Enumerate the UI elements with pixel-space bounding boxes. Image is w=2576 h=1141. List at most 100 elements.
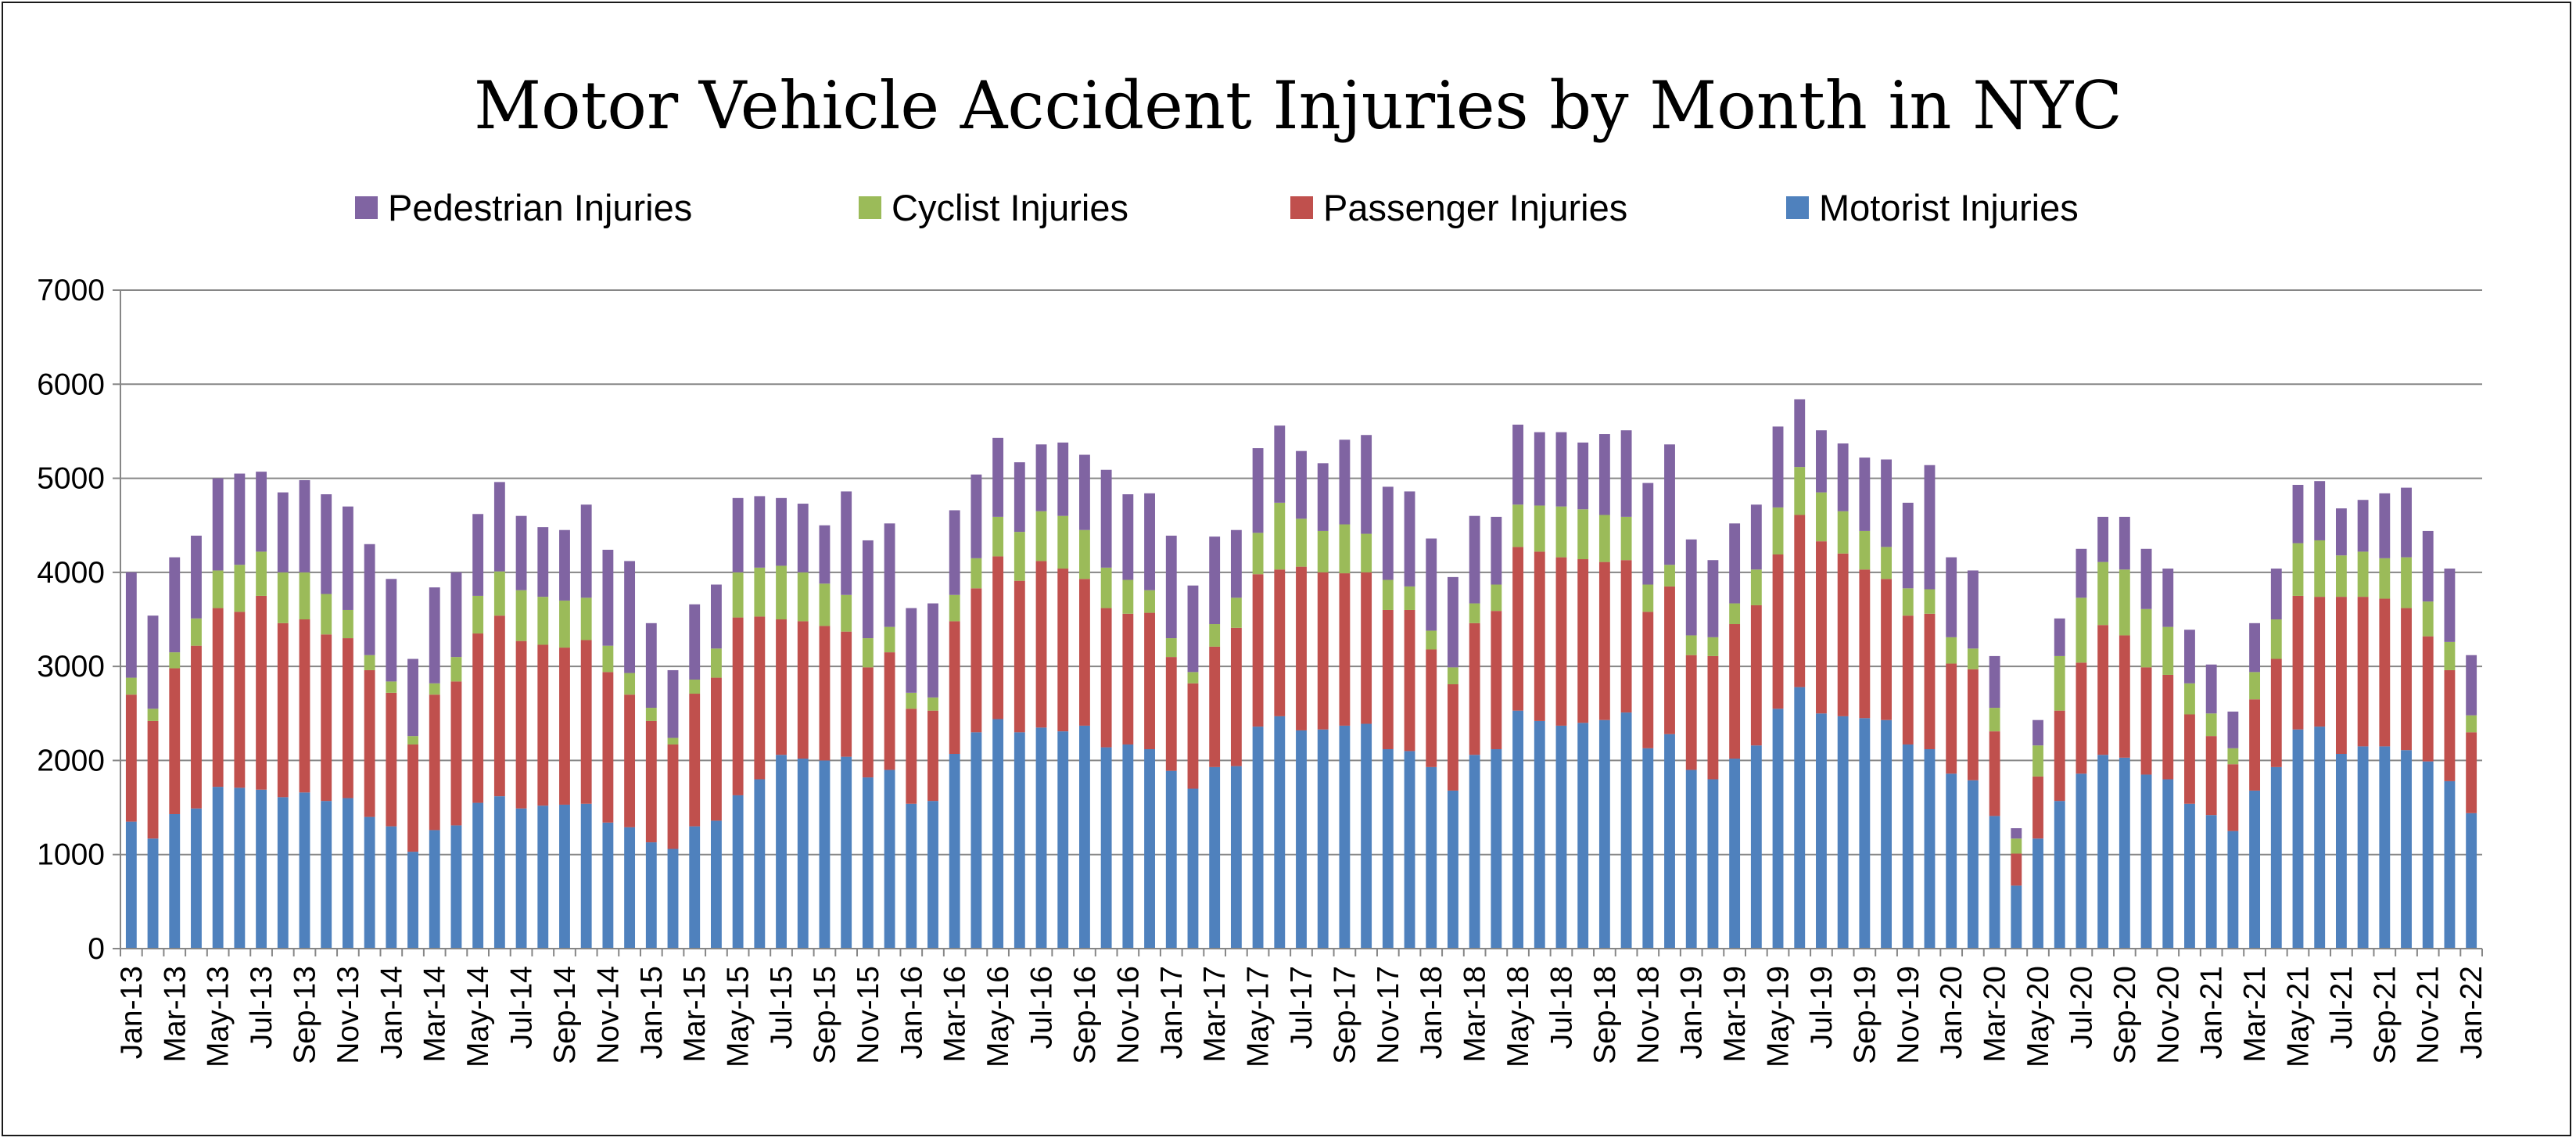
bar-segment-pedestrian [732, 497, 744, 572]
x-tick-label: Nov-13 [332, 966, 365, 1064]
bar-segment-pedestrian [2076, 548, 2087, 598]
bar-segment-passenger [1707, 655, 1719, 780]
bar-segment-cyclist [624, 673, 636, 695]
legend-swatch-pedestrian [355, 196, 378, 219]
bar-segment-pedestrian [537, 527, 549, 597]
bar-segment-passenger [2335, 597, 2347, 755]
bar-segment-motorist [1491, 748, 1502, 949]
bar-segment-passenger [147, 720, 159, 839]
bar-segment-pedestrian [1274, 425, 1286, 503]
bar-segment-passenger [386, 692, 397, 827]
bar-segment-motorist [1989, 816, 2000, 949]
bar-segment-motorist [321, 801, 332, 949]
bar-segment-passenger [2314, 597, 2326, 727]
bar-segment-pedestrian [1230, 529, 1242, 598]
bar-segment-cyclist [776, 565, 787, 619]
bar-segment-motorist [927, 801, 938, 949]
bar-segment-cyclist [732, 572, 744, 618]
bar-segment-pedestrian [191, 535, 202, 619]
bar-segment-motorist [1859, 718, 1871, 949]
bar-segment-passenger [1946, 663, 1957, 774]
bar-segment-cyclist [884, 626, 895, 653]
bar-segment-motorist [1750, 745, 1762, 949]
bar-segment-pedestrian [667, 669, 679, 738]
bar-segment-pedestrian [1079, 454, 1090, 530]
bar-segment-passenger [732, 617, 744, 795]
bar-segment-cyclist [1426, 630, 1437, 650]
bar-segment-pedestrian [841, 491, 852, 595]
bar-segment-cyclist [1209, 624, 1221, 647]
bar-segment-motorist [1685, 770, 1697, 949]
bar-segment-pedestrian [256, 472, 267, 552]
x-tick-label: Sep-17 [1328, 966, 1362, 1064]
bar-segment-passenger [342, 638, 353, 798]
bar-segment-pedestrian [2119, 516, 2130, 570]
bar-segment-passenger [1859, 569, 1871, 719]
bar-segment-passenger [1014, 580, 1025, 733]
bar-segment-pedestrian [2357, 500, 2369, 552]
bar-segment-pedestrian [970, 474, 982, 558]
x-tick-label: Jul-14 [505, 966, 539, 1049]
bar-segment-passenger [364, 669, 375, 817]
bar-segment-motorist [191, 808, 202, 949]
bar-segment-motorist [797, 759, 809, 949]
bar-segment-cyclist [1837, 511, 1849, 554]
bar-segment-passenger [949, 621, 960, 755]
bar-segment-passenger [2076, 662, 2087, 774]
x-tick-label: Jul-16 [1025, 966, 1059, 1049]
bar-segment-motorist [277, 797, 289, 949]
bar-segment-pedestrian [1035, 444, 1047, 511]
bar-segment-cyclist [342, 609, 353, 639]
x-tick-label: Sep-18 [1588, 966, 1622, 1064]
bar-segment-pedestrian [1642, 483, 1654, 585]
legend-label-motorist: Motorist Injuries [1819, 187, 2079, 228]
bar-segment-pedestrian [2444, 569, 2456, 642]
bar-segment-cyclist [1555, 506, 1567, 558]
bar-segment-pedestrian [386, 579, 397, 682]
bar-segment-motorist [1448, 790, 1458, 949]
bar-segment-cyclist [1014, 532, 1025, 581]
bar-segment-motorist [1794, 687, 1806, 949]
bar-segment-motorist [364, 816, 375, 949]
bar-segment-cyclist [602, 645, 614, 673]
bar-segment-cyclist [493, 571, 505, 616]
bar-segment-passenger [2162, 674, 2174, 780]
bar-segment-pedestrian [1209, 536, 1221, 625]
bar-segment-passenger [2422, 636, 2434, 762]
bar-segment-motorist [1469, 755, 1480, 949]
bar-segment-cyclist [1989, 708, 2000, 732]
bar-segment-pedestrian [776, 497, 787, 566]
bar-segment-motorist [407, 852, 418, 949]
bar-segment-pedestrian [1404, 491, 1415, 587]
bar-segment-cyclist [1598, 515, 1610, 562]
bar-segment-pedestrian [2184, 630, 2195, 684]
bar-segment-motorist [2401, 750, 2412, 949]
bar-segment-passenger [537, 644, 549, 806]
bar-segment-passenger [1382, 609, 1394, 749]
bar-segment-pedestrian [1729, 523, 1741, 604]
bar-segment-passenger [819, 626, 831, 761]
x-tick-label: Nov-14 [591, 966, 625, 1064]
bar-segment-cyclist [1664, 565, 1675, 587]
bar-segment-passenger [1794, 515, 1806, 687]
bar-segment-pedestrian [2270, 569, 2282, 619]
bar-segment-cyclist [667, 737, 679, 745]
bar-segment-motorist [2249, 790, 2261, 949]
bar-segment-cyclist [169, 652, 181, 669]
bar-segment-passenger [1404, 609, 1415, 752]
bar-segment-pedestrian [1620, 430, 1632, 517]
bar-segment-passenger [689, 694, 701, 827]
bar-segment-passenger [862, 667, 874, 778]
bar-segment-passenger [493, 615, 505, 797]
bar-segment-pedestrian [234, 473, 246, 565]
bar-segment-motorist [212, 787, 224, 949]
bar-segment-pedestrian [2054, 618, 2065, 656]
bar-segment-pedestrian [2162, 569, 2174, 627]
bar-segment-motorist [862, 777, 874, 949]
x-tick-label: Nov-18 [1631, 966, 1665, 1064]
bar-segment-cyclist [927, 697, 938, 711]
bar-segment-pedestrian [2314, 481, 2326, 540]
bar-segment-cyclist [515, 590, 527, 641]
bar-segment-pedestrian [797, 504, 809, 572]
